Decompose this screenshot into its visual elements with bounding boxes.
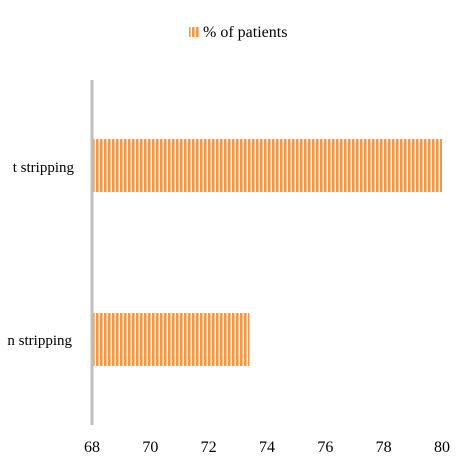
category-labels: t stripping n stripping [7,160,74,349]
legend: % of patients [189,24,287,41]
x-tick-label: 76 [317,439,333,456]
x-tick-label: 68 [84,439,100,456]
x-tick-label: 72 [201,439,217,456]
x-tick-label: 74 [259,439,275,456]
bar-with-stripping [92,313,250,366]
bar-without-stripping [92,139,442,192]
x-tick-label: 80 [434,439,450,456]
x-tick-label: 78 [376,439,392,456]
category-label-without-stripping: t stripping [13,160,75,176]
bars-layer [92,139,442,366]
category-label-with-stripping: n stripping [7,333,72,349]
legend-label: % of patients [203,24,287,41]
x-tick-label: 70 [142,439,158,456]
legend-swatch [189,27,199,37]
x-tick-labels: 68 70 72 74 76 78 80 [84,439,450,456]
